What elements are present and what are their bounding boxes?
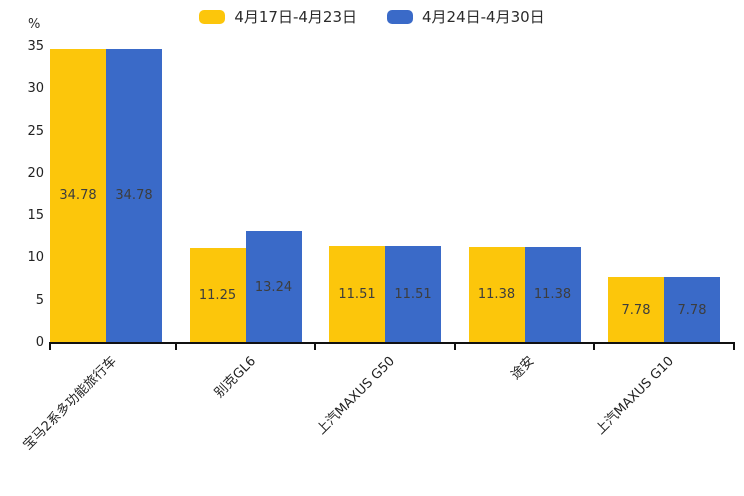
x-tick-mark bbox=[733, 344, 735, 350]
y-tick-label: 5 bbox=[35, 292, 44, 308]
bar-value-label: 11.38 bbox=[477, 287, 516, 303]
bar-value-label: 11.25 bbox=[198, 287, 237, 303]
y-tick-label: 10 bbox=[27, 250, 44, 266]
bar-value-label: 13.24 bbox=[254, 279, 293, 295]
bar-series1-3: 11.51 bbox=[329, 245, 385, 343]
x-axis-category-label: 别克GL6 bbox=[211, 353, 259, 401]
x-axis-line bbox=[49, 342, 735, 344]
bar-value-label: 7.78 bbox=[677, 302, 707, 318]
bar-series2-4: 11.38 bbox=[524, 246, 581, 343]
y-axis-unit-label: % bbox=[28, 17, 41, 32]
y-tick-label: 15 bbox=[27, 208, 44, 224]
bar-series2-1: 34.78 bbox=[106, 48, 162, 343]
bar-value-label: 34.78 bbox=[115, 188, 153, 204]
legend-item-week2[interactable]: 4月24日-4月30日 bbox=[387, 6, 545, 27]
bar-series2-2: 13.24 bbox=[245, 231, 302, 343]
bar-value-label: 34.78 bbox=[59, 188, 97, 204]
bar-series1-2: 11.25 bbox=[189, 247, 246, 343]
x-axis-category-label: 宝马2系多功能旅行车 bbox=[20, 353, 120, 454]
y-tick-label: 20 bbox=[27, 165, 44, 181]
y-tick-label: 30 bbox=[27, 81, 44, 97]
y-tick-label: 35 bbox=[27, 39, 44, 54]
x-axis-category-label: 上汽MAXUS G50 bbox=[314, 353, 399, 438]
y-tick-label: 0 bbox=[35, 335, 44, 350]
x-tick-mark bbox=[593, 344, 596, 350]
bar-series1-1: 34.78 bbox=[50, 48, 106, 343]
y-tick-label: 25 bbox=[27, 123, 44, 139]
x-tick-mark bbox=[174, 344, 177, 350]
bar-value-label: 11.51 bbox=[338, 286, 376, 302]
chart-legend: 4月17日-4月23日 4月24日-4月30日 bbox=[0, 6, 744, 27]
x-axis-category-label: 上汽MAXUS G10 bbox=[593, 353, 678, 438]
bar-value-label: 7.78 bbox=[621, 302, 651, 318]
legend-label-week2: 4月24日-4月30日 bbox=[422, 8, 545, 26]
bar-series1-4: 11.38 bbox=[468, 246, 525, 343]
bar-series2-3: 11.51 bbox=[385, 245, 441, 343]
x-tick-mark bbox=[453, 344, 456, 350]
x-tick-mark bbox=[314, 344, 317, 350]
legend-label-week1: 4月17日-4月23日 bbox=[234, 8, 357, 26]
bar-series1-5: 7.78 bbox=[608, 277, 664, 343]
bar-value-label: 11.38 bbox=[533, 287, 572, 303]
x-axis-category-label: 途安 bbox=[508, 353, 538, 383]
x-tick-mark bbox=[49, 344, 51, 350]
legend-swatch-yellow bbox=[199, 9, 226, 24]
bar-series2-5: 7.78 bbox=[664, 277, 720, 343]
bar-value-label: 11.51 bbox=[394, 286, 432, 302]
legend-item-week1[interactable]: 4月17日-4月23日 bbox=[199, 6, 357, 27]
legend-swatch-blue bbox=[387, 9, 413, 24]
